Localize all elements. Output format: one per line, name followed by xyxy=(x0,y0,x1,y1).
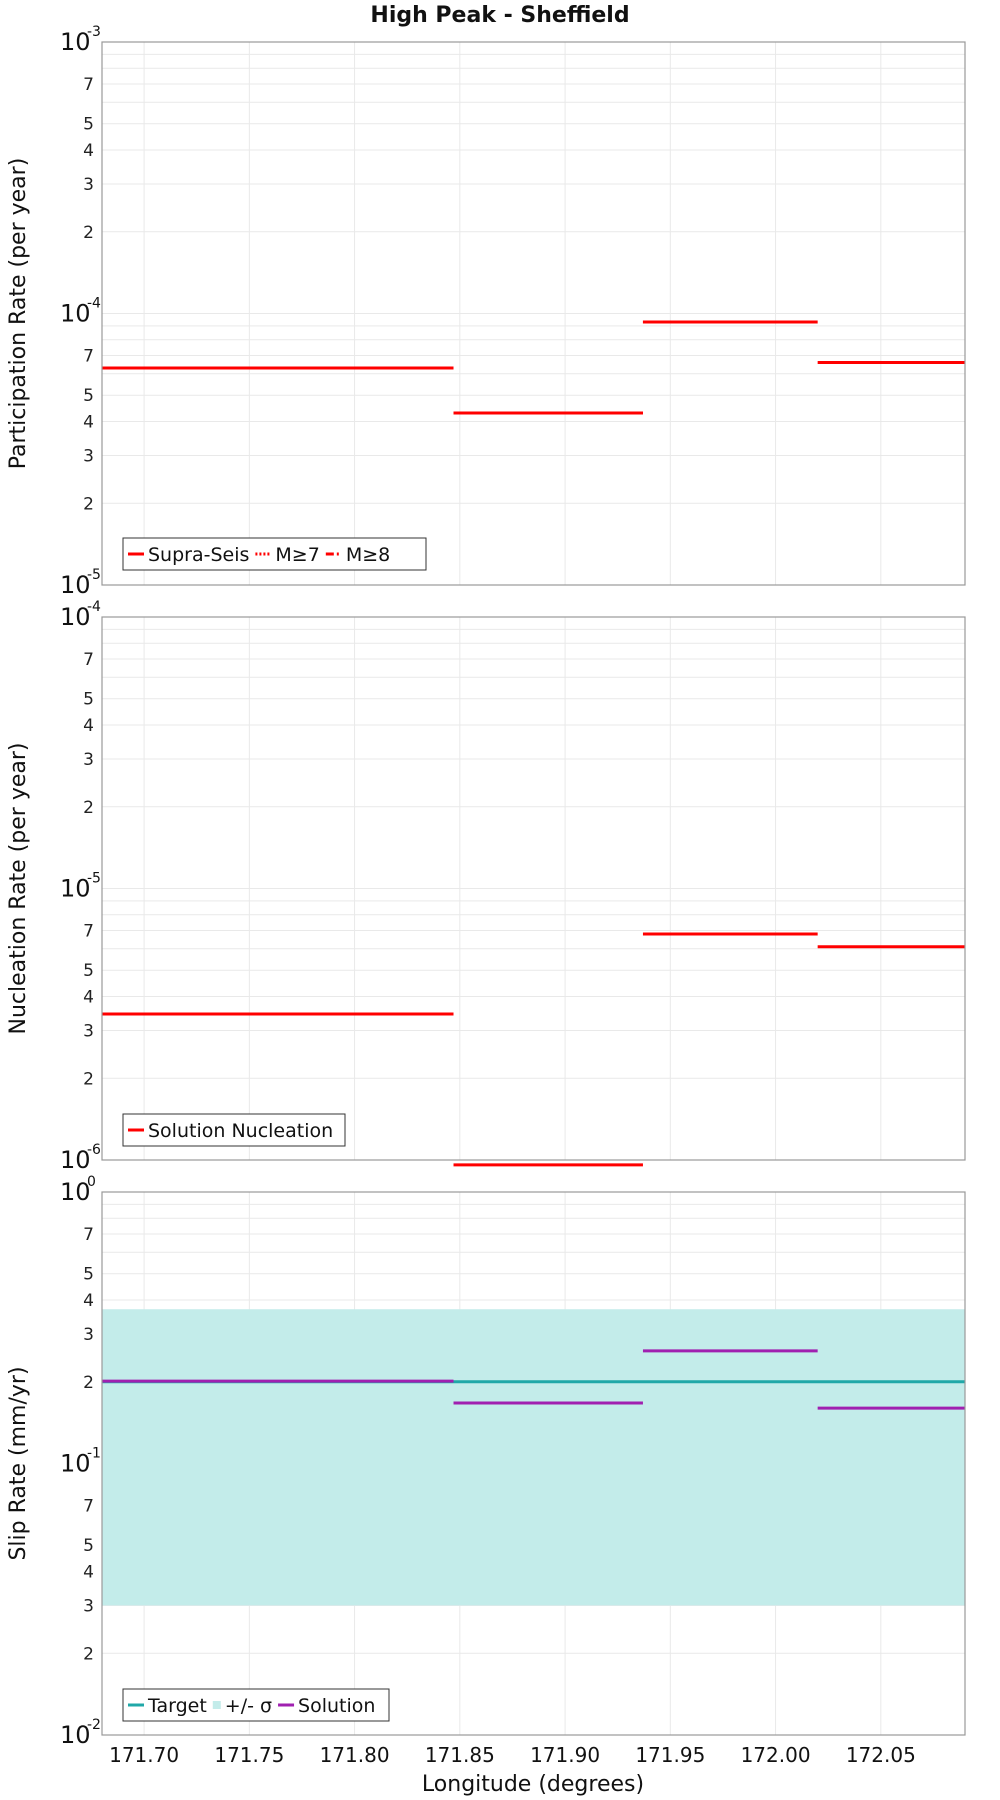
y-tick-label: 2 xyxy=(83,798,94,818)
y-tick-label: 4 xyxy=(83,716,94,736)
legend: Solution Nucleation xyxy=(122,1113,346,1147)
x-tick-label: 171.95 xyxy=(635,1743,705,1767)
sigma-band xyxy=(102,1309,965,1606)
legend-label: Target xyxy=(147,1695,207,1717)
legend-box xyxy=(122,537,427,571)
y-tick-label: 7 xyxy=(83,922,94,942)
y-tick-label: 3 xyxy=(83,1596,94,1616)
x-tick-label: 171.70 xyxy=(109,1743,179,1767)
y-decade-label: 10 xyxy=(60,603,91,631)
y-tick-label: 5 xyxy=(83,1536,94,1556)
plot-frame xyxy=(101,616,966,1161)
y-tick-label: 7 xyxy=(83,1225,94,1245)
y-tick-label: 4 xyxy=(83,988,94,1008)
y-tick-label: 3 xyxy=(83,1325,94,1345)
y-axis-label: Slip Rate (mm/yr) xyxy=(6,1366,31,1560)
x-tick-label: 171.75 xyxy=(214,1743,284,1767)
y-tick-label: 7 xyxy=(83,650,94,670)
y-decade-label: 10 xyxy=(60,1178,91,1206)
y-axis-label: Nucleation Rate (per year) xyxy=(6,743,31,1035)
x-tick-label: 172.05 xyxy=(846,1743,916,1767)
plot-frame xyxy=(101,41,966,586)
y-tick-label: 3 xyxy=(83,446,94,466)
y-tick-label: 2 xyxy=(83,494,94,514)
y-decade-label: 10 xyxy=(60,1450,91,1478)
y-decade-label: 10 xyxy=(60,28,91,56)
y-tick-label: 5 xyxy=(83,386,94,406)
y-decade-label: 10 xyxy=(60,1721,91,1749)
y-decade-exponent: -4 xyxy=(87,599,101,615)
y-tick-label: 7 xyxy=(83,75,94,95)
y-decade-label: 10 xyxy=(60,571,91,599)
legend: Target +/- σ Solution xyxy=(122,1688,390,1722)
y-tick-label: 5 xyxy=(83,961,94,981)
y-decade-exponent: -4 xyxy=(87,296,101,312)
x-tick-label: 172.00 xyxy=(741,1743,811,1767)
legend-box xyxy=(122,1113,346,1147)
plot-frame xyxy=(101,1191,966,1736)
y-tick-label: 5 xyxy=(83,115,94,135)
legend-swatch xyxy=(212,1701,221,1709)
y-tick-label: 2 xyxy=(83,1373,94,1393)
y-tick-label: 4 xyxy=(83,141,94,161)
y-tick-label: 5 xyxy=(83,1265,94,1285)
y-tick-label: 7 xyxy=(83,1497,94,1517)
x-tick-label: 171.85 xyxy=(425,1743,495,1767)
y-tick-label: 2 xyxy=(83,1069,94,1089)
x-tick-label: 171.90 xyxy=(530,1743,600,1767)
y-decade-exponent: -5 xyxy=(87,567,101,583)
y-tick-label: 3 xyxy=(83,750,94,770)
legend-label: Supra-Seis xyxy=(148,544,249,566)
legend-label: M≥7 xyxy=(275,544,319,566)
y-tick-label: 4 xyxy=(83,1291,94,1311)
y-tick-label: 2 xyxy=(83,1644,94,1664)
legend-label: Solution xyxy=(298,1695,375,1717)
legend-box xyxy=(122,1688,390,1722)
x-tick-label: 171.80 xyxy=(320,1743,390,1767)
y-decade-label: 10 xyxy=(60,1146,91,1174)
y-tick-label: 3 xyxy=(83,175,94,195)
x-axis: 171.70 171.75 171.80 171.85 171.90 171.95 172.… xyxy=(109,1743,916,1767)
y-decade-exponent: -6 xyxy=(87,1142,101,1158)
y-tick-label: 4 xyxy=(83,1563,94,1583)
y-tick-label: 3 xyxy=(83,1021,94,1041)
legend-label: +/- σ xyxy=(225,1695,272,1717)
legend-label: Solution Nucleation xyxy=(148,1120,333,1142)
chart-title: High Peak - Sheffield xyxy=(370,3,629,28)
y-decade-exponent: 0 xyxy=(87,1174,96,1190)
legend-label: M≥8 xyxy=(346,544,390,566)
y-tick-label: 4 xyxy=(83,413,94,433)
y-tick-label: 7 xyxy=(83,347,94,367)
y-decade-label: 10 xyxy=(60,300,91,328)
y-axis-label: Participation Rate (per year) xyxy=(6,158,31,470)
y-decade-exponent: -5 xyxy=(87,871,101,887)
y-decade-label: 10 xyxy=(60,875,91,903)
y-tick-label: 2 xyxy=(83,223,94,243)
y-decade-exponent: -2 xyxy=(87,1717,101,1733)
x-axis-label: Longitude (degrees) xyxy=(422,1772,644,1797)
y-decade-exponent: -1 xyxy=(87,1446,101,1462)
y-decade-exponent: -3 xyxy=(87,24,101,40)
legend: Supra-Seis M≥7 M≥8 xyxy=(122,537,427,571)
y-tick-label: 5 xyxy=(83,690,94,710)
